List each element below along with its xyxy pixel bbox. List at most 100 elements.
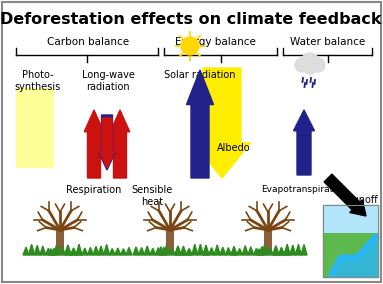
- Polygon shape: [161, 247, 167, 255]
- Polygon shape: [209, 248, 214, 255]
- Polygon shape: [169, 248, 175, 255]
- Polygon shape: [273, 246, 279, 255]
- Polygon shape: [267, 248, 273, 255]
- Polygon shape: [150, 248, 156, 255]
- Polygon shape: [98, 246, 104, 255]
- Polygon shape: [144, 246, 150, 255]
- Polygon shape: [65, 245, 71, 255]
- Polygon shape: [93, 247, 99, 255]
- FancyArrow shape: [293, 110, 314, 175]
- Circle shape: [181, 37, 199, 55]
- Text: Energy balance: Energy balance: [175, 37, 255, 47]
- Polygon shape: [87, 247, 93, 255]
- Polygon shape: [203, 245, 209, 255]
- Polygon shape: [278, 248, 285, 255]
- Text: Runoff: Runoff: [346, 195, 378, 205]
- Circle shape: [311, 58, 325, 72]
- Polygon shape: [290, 245, 296, 255]
- Polygon shape: [51, 248, 57, 255]
- Polygon shape: [278, 247, 285, 255]
- Polygon shape: [29, 244, 34, 255]
- Polygon shape: [34, 245, 40, 255]
- Circle shape: [303, 60, 317, 74]
- Polygon shape: [126, 247, 132, 255]
- Polygon shape: [301, 245, 307, 255]
- Polygon shape: [237, 248, 242, 255]
- Polygon shape: [70, 249, 76, 255]
- Text: Evapotranspiration: Evapotranspiration: [261, 185, 347, 194]
- Polygon shape: [226, 248, 231, 255]
- Polygon shape: [175, 247, 181, 255]
- Polygon shape: [59, 246, 65, 255]
- FancyArrow shape: [193, 68, 250, 178]
- Polygon shape: [103, 245, 110, 255]
- FancyBboxPatch shape: [2, 2, 381, 282]
- Bar: [264, 230, 272, 255]
- FancyArrow shape: [99, 115, 115, 170]
- Polygon shape: [46, 248, 51, 255]
- Polygon shape: [181, 248, 187, 255]
- Polygon shape: [254, 248, 259, 255]
- Text: Respiration: Respiration: [66, 185, 122, 195]
- Polygon shape: [155, 248, 161, 255]
- Polygon shape: [48, 249, 54, 255]
- Polygon shape: [197, 244, 203, 255]
- Polygon shape: [115, 248, 121, 255]
- Polygon shape: [231, 246, 237, 255]
- Polygon shape: [220, 247, 226, 255]
- Polygon shape: [248, 247, 254, 255]
- Polygon shape: [164, 245, 170, 255]
- Polygon shape: [120, 249, 126, 255]
- FancyArrow shape: [84, 110, 104, 178]
- Text: Albedo: Albedo: [217, 143, 251, 153]
- Polygon shape: [203, 247, 209, 255]
- Polygon shape: [284, 244, 290, 255]
- Text: Sensible
heat: Sensible heat: [131, 185, 173, 206]
- Polygon shape: [256, 249, 262, 255]
- Polygon shape: [262, 245, 268, 255]
- Bar: [323, 205, 378, 277]
- Text: Water balance: Water balance: [290, 37, 366, 47]
- Polygon shape: [139, 248, 145, 255]
- Text: Carbon balance: Carbon balance: [47, 37, 129, 47]
- FancyArrow shape: [187, 70, 213, 178]
- Polygon shape: [23, 247, 29, 255]
- FancyArrow shape: [100, 118, 115, 168]
- Polygon shape: [231, 247, 237, 255]
- Polygon shape: [273, 246, 279, 255]
- Polygon shape: [133, 247, 139, 255]
- Polygon shape: [40, 246, 46, 255]
- Bar: [323, 205, 378, 277]
- Polygon shape: [65, 245, 71, 255]
- Polygon shape: [186, 249, 192, 255]
- Polygon shape: [158, 247, 164, 255]
- Polygon shape: [109, 248, 115, 255]
- Polygon shape: [192, 244, 198, 255]
- FancyArrow shape: [324, 174, 366, 216]
- Circle shape: [301, 53, 319, 71]
- Polygon shape: [54, 245, 60, 255]
- Text: Photo-
synthesis: Photo- synthesis: [15, 70, 61, 92]
- Polygon shape: [330, 237, 378, 277]
- Polygon shape: [295, 244, 301, 255]
- Bar: [166, 230, 174, 255]
- Circle shape: [295, 58, 309, 72]
- FancyArrow shape: [110, 110, 130, 178]
- Bar: [56, 230, 64, 255]
- Polygon shape: [186, 249, 192, 255]
- Bar: [323, 205, 378, 233]
- Text: Long-wave
radiation: Long-wave radiation: [82, 70, 134, 92]
- Text: Solar radiation: Solar radiation: [164, 70, 236, 80]
- Text: Deforestation effects on climate feedback: Deforestation effects on climate feedbac…: [0, 12, 382, 27]
- Polygon shape: [76, 244, 82, 255]
- Polygon shape: [284, 247, 290, 255]
- Polygon shape: [214, 245, 220, 255]
- Polygon shape: [76, 248, 82, 255]
- Polygon shape: [242, 246, 248, 255]
- Polygon shape: [180, 246, 187, 255]
- Polygon shape: [82, 248, 88, 255]
- Polygon shape: [175, 246, 181, 255]
- Polygon shape: [259, 247, 265, 255]
- Polygon shape: [70, 248, 77, 255]
- Bar: [16, 88, 54, 168]
